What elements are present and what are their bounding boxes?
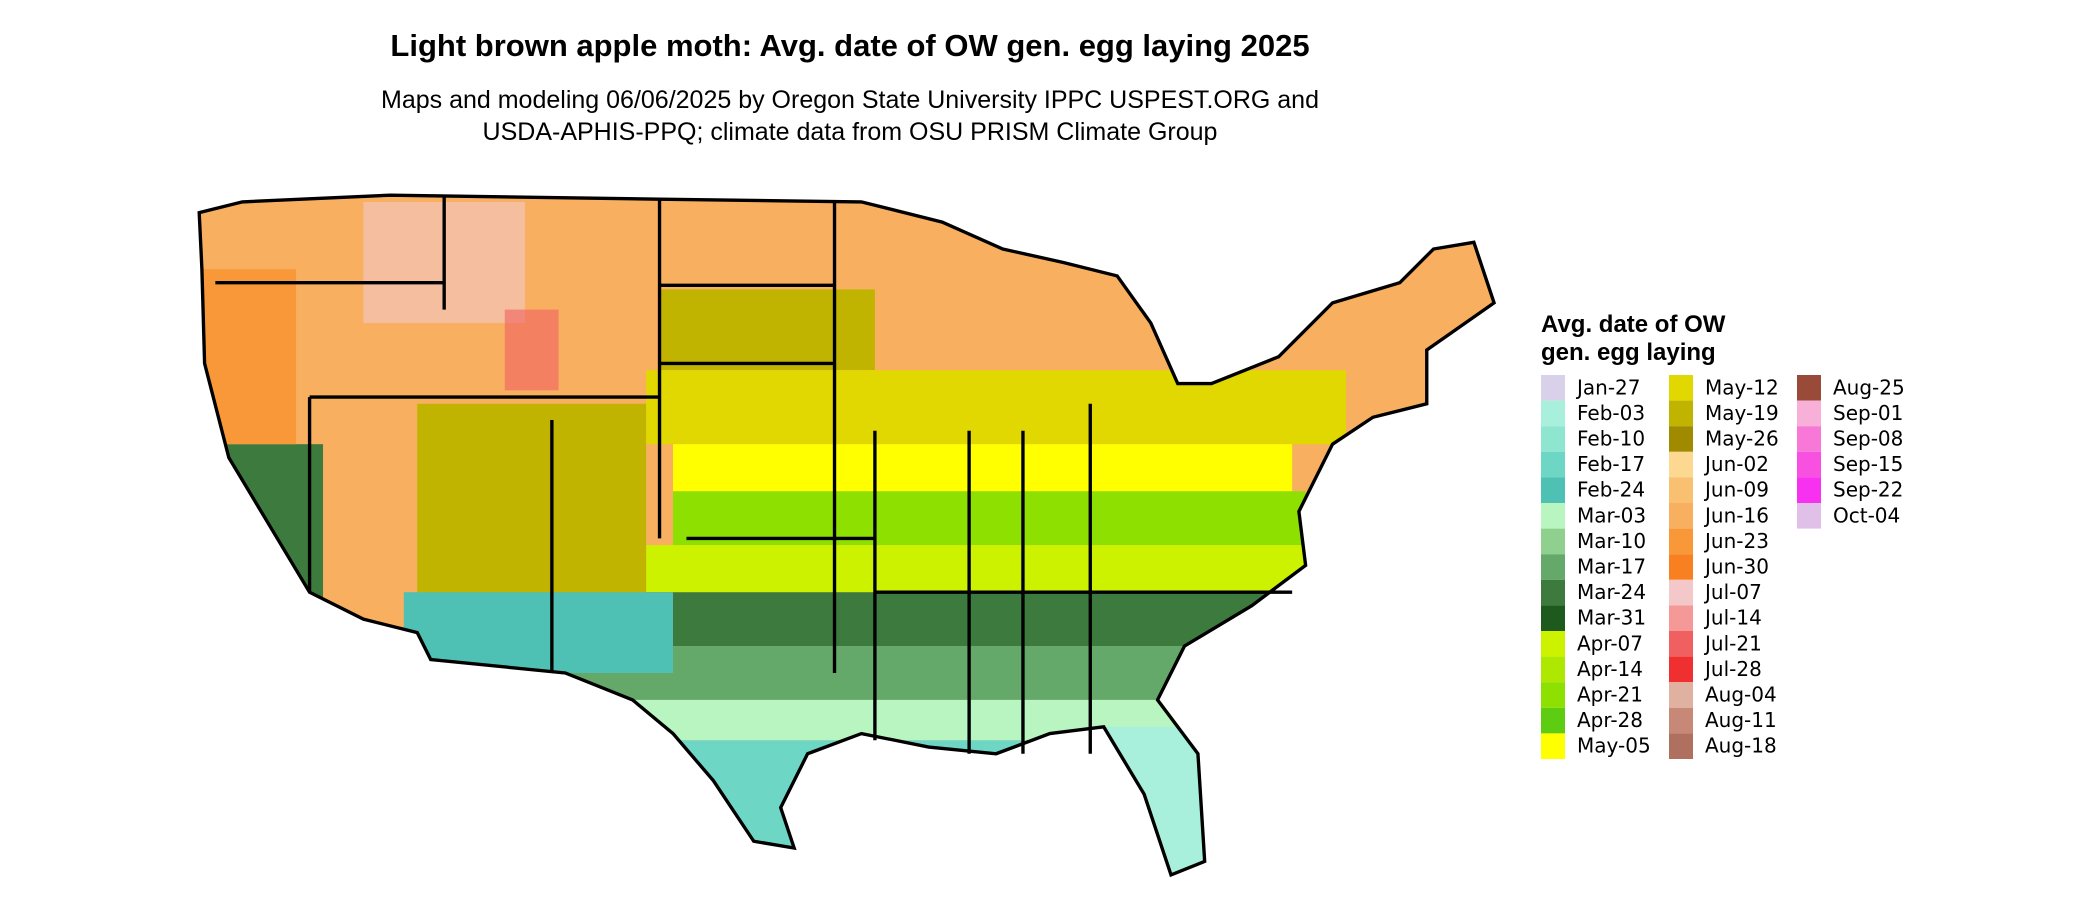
legend-label: May-12 [1705,375,1779,399]
subtitle: USDA-APHIS-PPQ; climate data from OSU PR… [483,118,1218,146]
legend-swatch [1669,682,1693,708]
legend-label: Oct-04 [1833,503,1900,527]
legend-label: Feb-10 [1577,427,1645,451]
legend-swatch [1669,554,1693,580]
legend-label: Jul-14 [1703,606,1762,630]
legend-label: Sep-22 [1833,478,1903,502]
us-map [197,193,1497,878]
legend-swatch [1797,375,1821,401]
legend-label: Feb-17 [1577,452,1645,476]
legend-label: Jul-07 [1703,580,1762,604]
legend-label: Aug-04 [1705,683,1777,707]
legend-swatch [1541,682,1565,708]
legend-swatch [1541,605,1565,631]
legend-label: Aug-18 [1705,734,1777,758]
legend-label: Aug-11 [1705,708,1777,732]
legend-swatch [1669,528,1693,555]
legend-swatch [1669,656,1693,683]
legend-swatch [1797,503,1821,529]
legend-swatch [1669,605,1693,631]
legend-swatch [1797,400,1821,427]
legend-label: Jul-28 [1703,657,1762,681]
legend-swatch [1669,733,1693,759]
legend-swatch [1541,528,1565,555]
legend-label: Feb-24 [1577,478,1645,502]
legend-swatch [1669,579,1693,606]
legend-swatch [1541,451,1565,478]
legend-swatch [1669,503,1693,529]
legend-label: Mar-31 [1577,606,1646,630]
legend-swatch [1541,707,1565,734]
legend-label: Jun-30 [1703,555,1769,579]
legend-label: Jul-21 [1703,631,1762,655]
legend-label: Apr-14 [1577,657,1643,681]
legend-swatch [1541,503,1565,529]
legend-label: Sep-15 [1833,452,1903,476]
legend-swatch [1541,554,1565,580]
legend-label: Apr-28 [1577,708,1643,732]
legend-swatch [1541,579,1565,606]
legend-label: Apr-21 [1577,683,1643,707]
legend: Jan-27Feb-03Feb-10Feb-17Feb-24Mar-03Mar-… [1541,375,1905,759]
legend-swatch [1797,477,1821,503]
legend-swatch [1669,631,1693,657]
legend-label: Mar-24 [1577,580,1646,604]
legend-swatch [1669,375,1693,401]
legend-swatch [1541,656,1565,683]
legend-label: Jun-23 [1703,529,1769,553]
legend-label: Apr-07 [1577,631,1643,655]
legend-label: Mar-17 [1577,555,1646,579]
legend-swatch [1541,631,1565,657]
legend-swatch [1669,400,1693,427]
legend-label: Mar-10 [1577,529,1646,553]
legend-swatch [1541,426,1565,452]
legend-label: Jun-16 [1703,503,1769,527]
legend-swatch [1669,707,1693,734]
legend-swatch [1669,477,1693,503]
legend-title: gen. egg laying [1541,339,1716,366]
legend-label: Mar-03 [1577,503,1646,527]
legend-label: Aug-25 [1833,375,1905,399]
legend-swatch [1541,375,1565,401]
legend-label: May-05 [1577,734,1651,758]
legend-label: Jan-27 [1575,375,1641,399]
legend-label: Feb-03 [1577,401,1645,425]
subtitle: Maps and modeling 06/06/2025 by Oregon S… [381,86,1319,114]
legend-swatch [1541,733,1565,759]
legend-label: Sep-08 [1833,427,1903,451]
legend-title: Avg. date of OW [1541,311,1726,338]
legend-swatch [1541,477,1565,503]
legend-swatch [1541,400,1565,427]
legend-label: May-19 [1705,401,1779,425]
legend-label: Jun-02 [1703,452,1769,476]
title: Light brown apple moth: Avg. date of OW … [390,28,1309,63]
legend-label: May-26 [1705,427,1779,451]
legend-swatch [1797,451,1821,478]
legend-swatch [1797,426,1821,452]
legend-label: Jun-09 [1703,478,1769,502]
legend-label: Sep-01 [1833,401,1903,425]
legend-swatch [1669,451,1693,478]
legend-swatch [1669,426,1693,452]
